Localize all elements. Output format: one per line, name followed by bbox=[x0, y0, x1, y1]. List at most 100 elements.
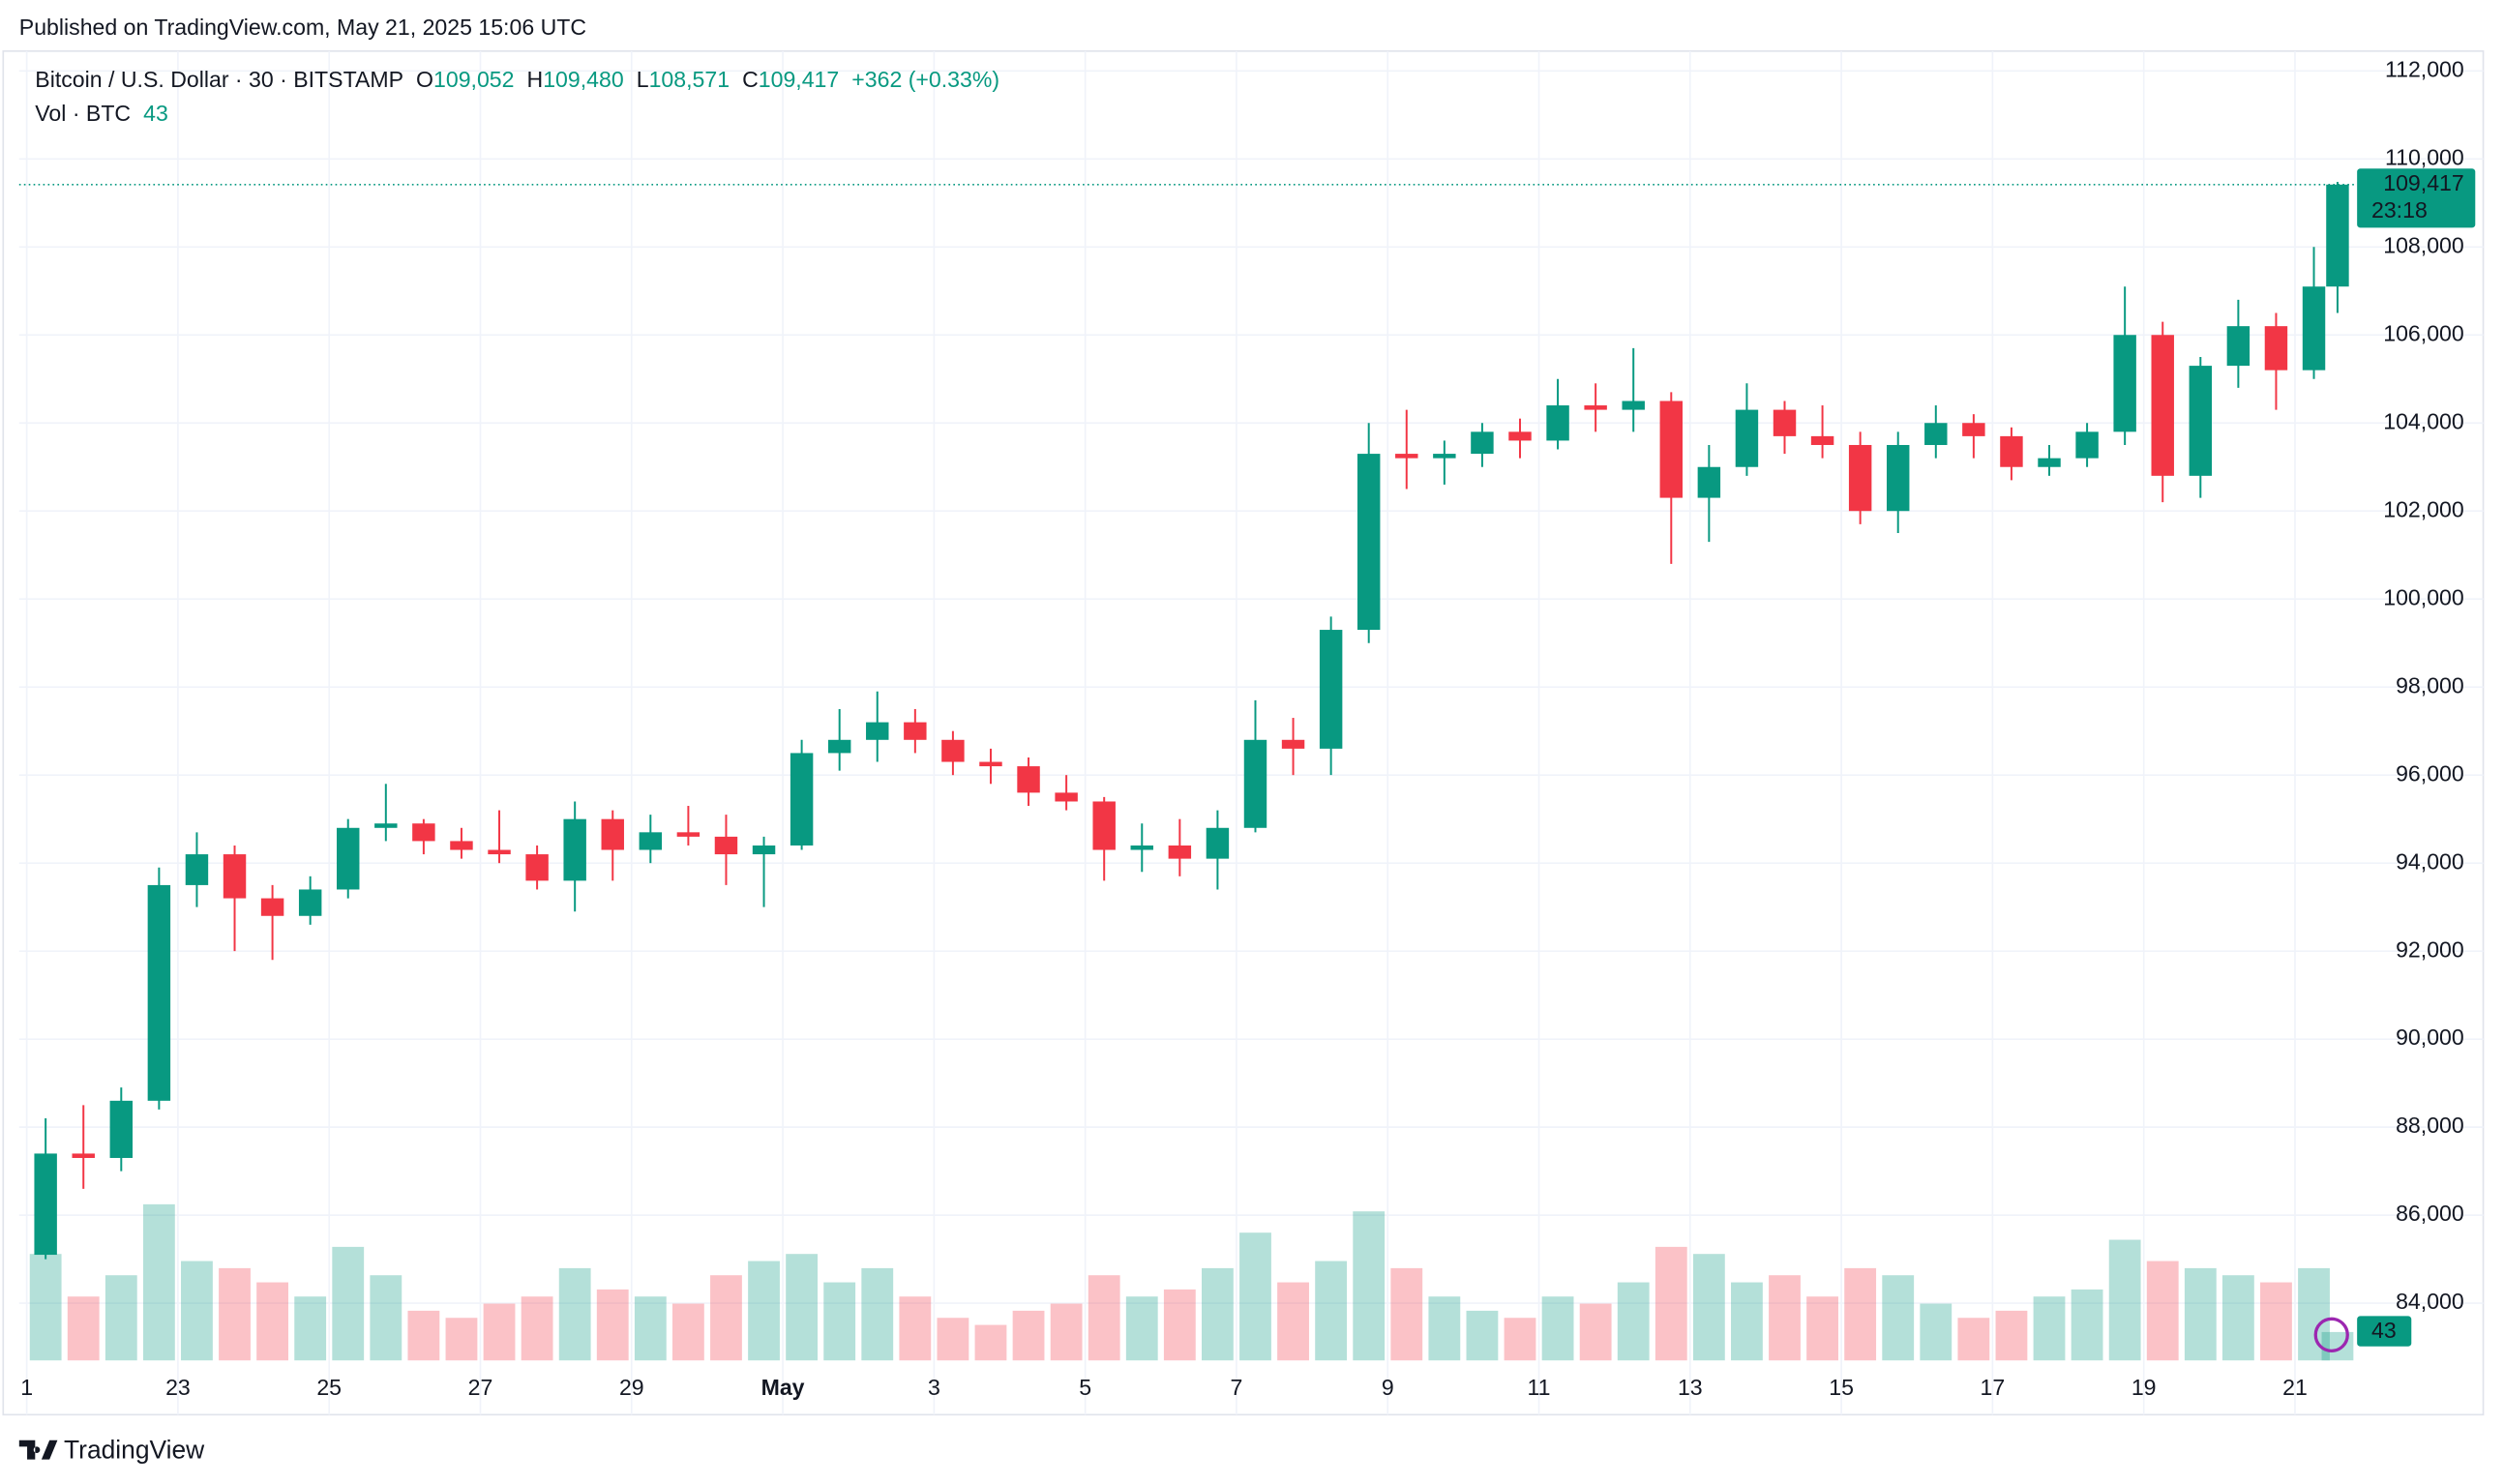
x-tick-label: 9 bbox=[1382, 1375, 1394, 1400]
candle-body bbox=[866, 722, 889, 740]
candle-body bbox=[2038, 458, 2061, 467]
volume-bar bbox=[219, 1267, 251, 1361]
chart-frame bbox=[2, 49, 2485, 1416]
price-tag-countdown: 23:18 bbox=[2371, 197, 2428, 223]
volume-bar bbox=[29, 1254, 62, 1361]
x-tick-label: 29 bbox=[619, 1375, 644, 1400]
candle-body bbox=[2075, 431, 2099, 459]
candle-body bbox=[1319, 630, 1343, 749]
candle-body bbox=[1356, 454, 1381, 631]
low-value: 108,571 bbox=[649, 67, 730, 92]
candle-body bbox=[2302, 286, 2326, 371]
volume-bar bbox=[1239, 1232, 1271, 1361]
volume-bar bbox=[1617, 1282, 1650, 1361]
open-value: 109,052 bbox=[433, 67, 514, 92]
candle-body bbox=[1924, 423, 1948, 445]
brand: TradingView bbox=[64, 1435, 205, 1464]
volume-bar bbox=[1428, 1296, 1461, 1361]
x-tick-label: 15 bbox=[1829, 1375, 1854, 1400]
candle-body bbox=[34, 1153, 57, 1256]
x-tick-label: May bbox=[761, 1375, 805, 1400]
candle-body bbox=[1281, 739, 1305, 749]
candle-body bbox=[298, 889, 322, 916]
y-tick-label: 108,000 bbox=[2383, 232, 2463, 257]
volume-bar bbox=[1882, 1275, 1915, 1361]
candle-body bbox=[1546, 405, 1569, 441]
x-tick-label: 3 bbox=[928, 1375, 940, 1400]
x-tick-label: 5 bbox=[1079, 1375, 1091, 1400]
low-label: L bbox=[637, 67, 649, 92]
volume-bar bbox=[483, 1303, 516, 1361]
candle-body bbox=[1962, 423, 1985, 436]
volume-bar bbox=[1692, 1254, 1725, 1361]
candle-body bbox=[1810, 435, 1834, 445]
candle-body bbox=[601, 818, 624, 850]
volume-bar bbox=[1806, 1296, 1838, 1361]
volume-bar bbox=[748, 1261, 780, 1361]
close-value: 109,417 bbox=[759, 67, 839, 92]
legend: Bitcoin / U.S. Dollar · 30 · BITSTAMP O1… bbox=[35, 67, 999, 92]
x-tick-label: 1 bbox=[20, 1375, 33, 1400]
candle-body bbox=[2326, 184, 2349, 287]
volume-bar bbox=[1731, 1282, 1763, 1361]
candle-body bbox=[412, 823, 435, 842]
volume-bar bbox=[596, 1289, 629, 1361]
volume-bar bbox=[861, 1267, 894, 1361]
candle-body bbox=[374, 823, 398, 828]
volume-label: Vol · BTC bbox=[35, 101, 131, 126]
x-tick-label: 13 bbox=[1678, 1375, 1703, 1400]
logo-mark bbox=[18, 1439, 58, 1460]
volume-bar bbox=[974, 1324, 1007, 1361]
volume-bar bbox=[256, 1282, 289, 1361]
close-label: C bbox=[742, 67, 759, 92]
volume-bar bbox=[1315, 1261, 1348, 1361]
volume-bar bbox=[1277, 1282, 1309, 1361]
alert-icon[interactable] bbox=[2313, 1317, 2349, 1352]
x-tick-label: 7 bbox=[1231, 1375, 1243, 1400]
volume-bar bbox=[2221, 1275, 2254, 1361]
y-tick-label: 94,000 bbox=[2396, 848, 2464, 874]
volume-value: 43 bbox=[143, 101, 168, 126]
y-tick-label: 106,000 bbox=[2383, 320, 2463, 345]
candle-body bbox=[1092, 801, 1116, 850]
price-pane bbox=[18, 181, 2356, 1260]
volume-bar bbox=[407, 1310, 440, 1361]
y-tick-label: 86,000 bbox=[2396, 1201, 2464, 1226]
volume-bar bbox=[294, 1296, 327, 1361]
candle-body bbox=[2113, 335, 2136, 432]
candle-body bbox=[2189, 366, 2213, 476]
candle-body bbox=[1017, 766, 1040, 793]
candle-body bbox=[752, 845, 776, 855]
volume-bar bbox=[558, 1267, 591, 1361]
x-tick-label: 23 bbox=[165, 1375, 191, 1400]
high-value: 109,480 bbox=[543, 67, 623, 92]
candle-body bbox=[1697, 466, 1721, 498]
y-tick-label: 104,000 bbox=[2383, 408, 2463, 433]
candle-body bbox=[2000, 435, 2023, 467]
volume-bar bbox=[2033, 1296, 2066, 1361]
grid bbox=[18, 50, 2484, 1415]
candle-body bbox=[1395, 454, 1418, 459]
candle-body bbox=[2151, 335, 2174, 476]
volume-bar bbox=[786, 1254, 819, 1361]
x-tick-label: 25 bbox=[316, 1375, 342, 1400]
x-tick-label: 17 bbox=[1981, 1375, 2006, 1400]
candle-body bbox=[450, 841, 473, 850]
volume-bar bbox=[1012, 1310, 1045, 1361]
candle-body bbox=[1130, 845, 1153, 850]
candle-body bbox=[525, 854, 549, 881]
volume-bar bbox=[1202, 1267, 1234, 1361]
tradingview-logo: TradingView bbox=[18, 1435, 205, 1464]
volume-bar bbox=[937, 1318, 969, 1361]
y-tick-label: 110,000 bbox=[2385, 144, 2464, 169]
volume-bar bbox=[823, 1282, 856, 1361]
volume-tag-value: 43 bbox=[2371, 1318, 2397, 1343]
volume-bar bbox=[671, 1303, 704, 1361]
volume-bar bbox=[710, 1275, 742, 1361]
axes: 84,000 86,000 88,000 90,000 92,000 94,000 96,0… bbox=[20, 56, 2476, 1400]
y-tick-label: 88,000 bbox=[2396, 1113, 2464, 1138]
y-tick-label: 112,000 bbox=[2385, 56, 2464, 81]
volume-bar bbox=[1995, 1310, 2028, 1361]
candle-body bbox=[337, 827, 360, 890]
